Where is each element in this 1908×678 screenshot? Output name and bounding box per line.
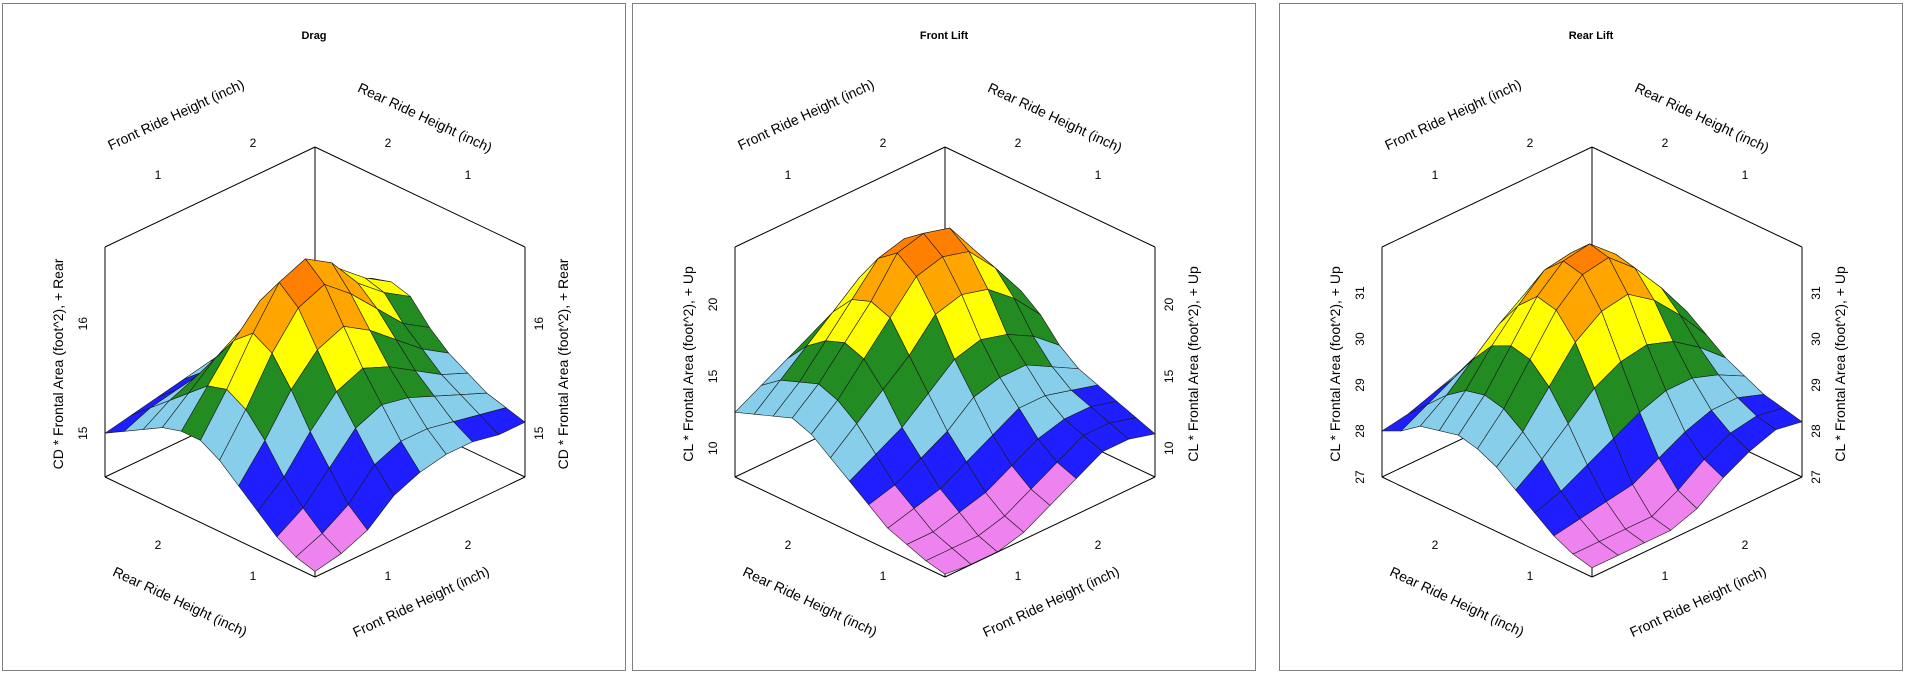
tick-label: 2	[1432, 538, 1439, 552]
tick-label: 2	[1662, 136, 1669, 150]
box-edge	[1381, 146, 1593, 248]
panel-front-lift: Front Lift Front Ride Height (inch) Rear …	[632, 3, 1256, 671]
z-tick-label: 20	[1162, 298, 1176, 312]
z-axis-label-right: CL * Frontal Area (foot^2), + Up	[1832, 266, 1848, 462]
surface-plot-rear-lift: Front Ride Height (inch) Rear Ride Height…	[1327, 76, 1848, 640]
box-edge	[1381, 476, 1593, 578]
tick-label: 2	[1015, 136, 1022, 150]
surface-group	[734, 146, 1156, 578]
axis-label: Front Ride Height (inch)	[980, 563, 1121, 640]
z-axis-label-right: CD * Frontal Area (foot^2), + Rear	[555, 258, 571, 469]
panel-title: Rear Lift	[1568, 30, 1614, 42]
surface-plot-front-lift: Front Ride Height (inch) Rear Ride Height…	[680, 76, 1201, 640]
tick-label: 2	[1742, 538, 1749, 552]
surface-plot-drag: Front Ride Height (inch) Rear Ride Height…	[50, 76, 571, 640]
panel-title: Front Lift	[919, 30, 969, 42]
tick-label: 1	[250, 569, 257, 583]
box-edge	[314, 476, 526, 578]
axis-label: Rear Ride Height (inch)	[110, 563, 249, 639]
z-axis-label-left: CL * Frontal Area (foot^2), + Up	[1327, 266, 1343, 462]
z-tick-label: 15	[1162, 369, 1176, 383]
z-tick-label: 28	[1809, 424, 1823, 438]
tick-label: 1	[385, 569, 392, 583]
box-edge	[104, 146, 316, 248]
axis-label: Front Ride Height (inch)	[105, 76, 246, 153]
tick-label: 1	[1095, 168, 1102, 182]
tick-label: 2	[250, 136, 257, 150]
tick-label: 1	[155, 168, 162, 182]
z-tick-label: 30	[1353, 332, 1367, 346]
axis-label: Rear Ride Height (inch)	[1387, 563, 1526, 639]
z-tick-label: 15	[76, 426, 90, 440]
surface-facet	[295, 533, 342, 572]
z-tick-label: 15	[532, 426, 546, 440]
box-edge	[1591, 146, 1803, 248]
tick-label: 2	[1527, 136, 1534, 150]
axis-label: Front Ride Height (inch)	[735, 76, 876, 153]
z-tick-label: 31	[1809, 286, 1823, 300]
z-tick-label: 29	[1353, 378, 1367, 392]
tick-label: 2	[880, 136, 887, 150]
box-edge	[314, 146, 526, 248]
axis-label: Rear Ride Height (inch)	[985, 79, 1124, 155]
axis-label: Rear Ride Height (inch)	[355, 79, 494, 155]
tick-label: 2	[1095, 538, 1102, 552]
tick-label: 1	[1432, 168, 1439, 182]
tick-label: 1	[1662, 569, 1669, 583]
z-tick-label: 31	[1353, 286, 1367, 300]
z-tick-label: 28	[1353, 424, 1367, 438]
z-tick-label: 20	[706, 298, 720, 312]
z-tick-label: 15	[706, 369, 720, 383]
surface-facet	[925, 547, 972, 575]
tick-label: 1	[1742, 168, 1749, 182]
z-axis-label-right: CL * Frontal Area (foot^2), + Up	[1185, 266, 1201, 462]
box-edge	[944, 476, 1156, 578]
tick-label: 2	[465, 538, 472, 552]
tick-label: 1	[1527, 569, 1534, 583]
z-tick-label: 29	[1809, 378, 1823, 392]
z-axis-label-left: CL * Frontal Area (foot^2), + Up	[680, 266, 696, 462]
box-edge	[734, 146, 946, 248]
z-tick-label: 30	[1809, 332, 1823, 346]
tick-label: 2	[385, 136, 392, 150]
tick-label: 1	[1015, 569, 1022, 583]
tick-label: 1	[785, 168, 792, 182]
z-tick-label: 10	[706, 441, 720, 455]
panel-title: Drag	[301, 30, 327, 42]
axis-label: Rear Ride Height (inch)	[1632, 79, 1771, 155]
tick-label: 2	[155, 538, 162, 552]
box-edge	[734, 476, 946, 578]
z-tick-label: 10	[1162, 441, 1176, 455]
surface-group	[1380, 146, 1803, 578]
box-edge	[1591, 476, 1803, 578]
z-tick-label: 16	[532, 317, 546, 331]
surface-facet	[1572, 541, 1619, 569]
axis-label: Front Ride Height (inch)	[1382, 76, 1523, 153]
box-edge	[944, 146, 1156, 248]
panel-drag: Drag Front Ride Height (inch) Rear Ride H…	[2, 3, 626, 671]
tick-label: 1	[880, 569, 887, 583]
surface-group	[104, 146, 526, 578]
z-axis-label-left: CD * Frontal Area (foot^2), + Rear	[50, 258, 66, 469]
tick-label: 2	[785, 538, 792, 552]
z-tick-label: 27	[1809, 470, 1823, 484]
axis-label: Front Ride Height (inch)	[350, 563, 491, 640]
axis-label: Front Ride Height (inch)	[1627, 563, 1768, 640]
z-tick-label: 16	[76, 317, 90, 331]
z-tick-label: 27	[1353, 470, 1367, 484]
axis-label: Rear Ride Height (inch)	[740, 563, 879, 639]
panel-rear-lift: Rear Lift Front Ride Height (inch) Rear R…	[1279, 3, 1903, 671]
tick-label: 1	[465, 168, 472, 182]
box-edge	[104, 476, 316, 578]
